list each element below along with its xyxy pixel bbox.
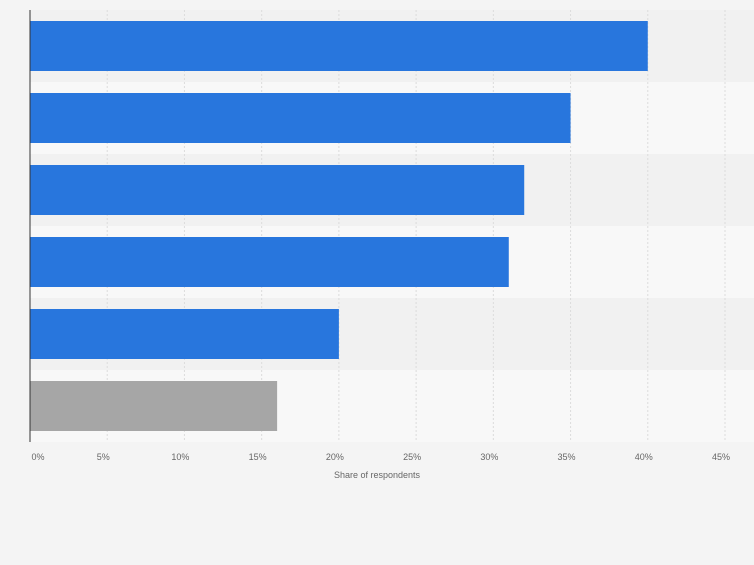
x-tick-labels: 0% 5% 10% 15% 20% 25% 30% 35% 40% 45% [31,452,730,462]
bars [30,21,648,431]
x-tick-label: 25% [403,452,421,462]
bar [30,21,648,71]
gridlines [106,10,726,442]
x-tick-label: 40% [635,452,653,462]
x-tick-label: 15% [249,452,267,462]
x-tick-label: 20% [326,452,344,462]
bar [30,165,525,215]
x-tick-label: 10% [171,452,189,462]
x-tick-label: 30% [480,452,498,462]
bar [30,93,571,143]
x-axis-label: Share of respondents [334,470,421,480]
bar [30,237,509,287]
x-tick-label: 0% [31,452,44,462]
bar [30,309,339,359]
x-tick-label: 5% [97,452,110,462]
x-tick-label: 45% [712,452,730,462]
x-tick-label: 35% [558,452,576,462]
row-bands [30,10,754,442]
bar [30,381,278,431]
